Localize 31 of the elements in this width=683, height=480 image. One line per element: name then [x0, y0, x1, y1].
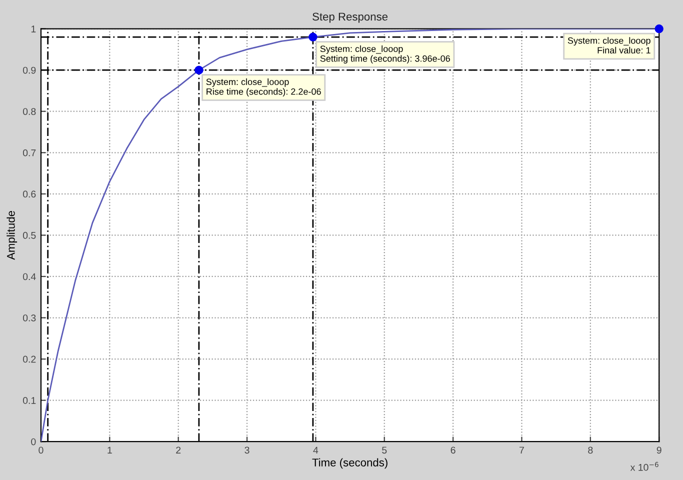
y-tick-label: 0.9: [22, 66, 36, 74]
y-tick-label: 0.7: [22, 149, 36, 156]
y-axis-title: Amplitude: [6, 210, 18, 260]
annotation: System: close_looop Final value: 1: [568, 37, 650, 54]
x-tick-label: 1: [108, 446, 112, 454]
y-tick-label: 0: [31, 438, 36, 446]
chart-title: Step Response: [312, 12, 388, 23]
point: [308, 32, 318, 42]
annotation: System: close_looop Rise time (seconds): 2.2e-06: [206, 78, 321, 97]
y-tick-label: 0.4: [22, 273, 36, 280]
x-tick-label: 3: [244, 446, 250, 454]
y-tick-label: 0.6: [22, 190, 36, 198]
x-tick-label: 8: [588, 446, 593, 454]
x-tick-label: 4: [313, 446, 318, 454]
x-tick-label: 7: [520, 446, 524, 454]
y-tick-label: 0.2: [22, 356, 36, 363]
annotation: System: close_looop Setting time (seconds): 3.96e-06: [320, 45, 450, 64]
y-tick-label: 0.1: [22, 397, 36, 404]
x-tick-label: 9: [656, 446, 662, 454]
x-axis-title: Time (seconds): [312, 458, 388, 469]
point: [654, 24, 664, 34]
x-tick-label: 6: [450, 446, 456, 454]
y-tick-label: 0.8: [22, 108, 36, 115]
x-tick-label: 0: [38, 446, 44, 454]
y-tick-label: 1: [31, 26, 36, 32]
x-tick-label: 5: [382, 446, 387, 454]
y-tick-label: 0.5: [22, 232, 36, 239]
y-tick-label: 0.3: [22, 314, 36, 322]
text: x 10$^{−6}$: [630, 462, 658, 471]
x-tick-label: 2: [176, 446, 181, 454]
point: [194, 66, 204, 74]
